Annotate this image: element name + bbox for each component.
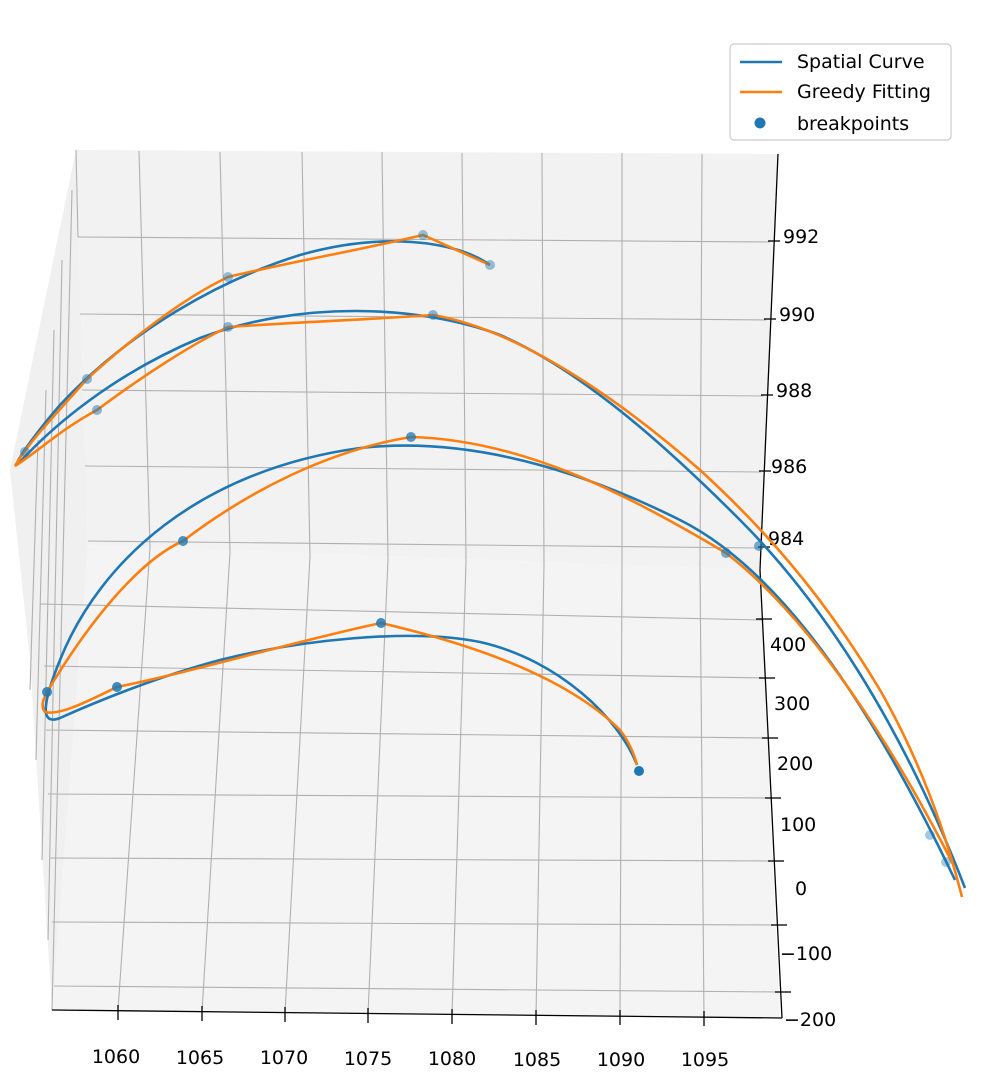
x-tick-label: 1070 (260, 1047, 308, 1069)
grid-x-floor (451, 561, 467, 1016)
z-axis-line (759, 153, 779, 571)
legend-breakpoints-swatch (754, 117, 766, 129)
z-tick-label: 992 (783, 226, 819, 248)
breakpoint-marker (223, 322, 233, 332)
breakpoint-marker (634, 766, 644, 776)
breakpoint-marker (941, 857, 951, 867)
breakpoint-marker (223, 272, 233, 282)
grid-left (51, 189, 73, 1011)
z-tick-labels: 992 990 988 986 984 (768, 226, 819, 550)
grid-y-floor (47, 793, 771, 799)
breakpoint-marker (925, 830, 935, 840)
grid-x-back (138, 150, 151, 549)
floor-pane (52, 545, 780, 1018)
grid-left (35, 389, 47, 761)
grid-x-floor (201, 551, 231, 1013)
legend-box (729, 43, 952, 141)
breakpoint-marker (42, 687, 52, 697)
grid-y-floor (39, 603, 763, 621)
breakpoint-marker (418, 230, 428, 240)
grid-y-floor (49, 857, 774, 862)
grid-z-992 (77, 236, 771, 243)
breakpoint-marker (82, 374, 92, 384)
y-tick-label: 200 (777, 753, 813, 775)
grid-x-floor (699, 567, 705, 1018)
left-pane (10, 150, 88, 1010)
breakpoint-marker (376, 618, 386, 628)
y-tick-label: 100 (780, 814, 816, 836)
z-tick-label: 984 (768, 528, 804, 550)
axes-panes (10, 150, 780, 1018)
grid-x-back (301, 151, 311, 557)
x-tick-label: 1060 (92, 1046, 140, 1068)
grid-x-floor (284, 555, 311, 1014)
tick-marks (117, 240, 791, 1026)
grid-x-back (381, 151, 389, 561)
grid-x-back (699, 153, 703, 569)
x-tick-label: 1090 (597, 1049, 645, 1071)
y-axis-line (759, 569, 783, 1019)
breakpoint-marker (406, 432, 416, 442)
x-tick-labels: 1060 1065 1070 1075 1080 1085 1090 1095 (92, 1046, 729, 1071)
grid-z-990 (79, 313, 767, 321)
breakpoint-marker (754, 541, 764, 551)
y-tick-label: 0 (795, 878, 807, 900)
x-tick-label: 1065 (176, 1047, 224, 1069)
z-tick-label: 986 (771, 456, 807, 478)
grid-x-floor (117, 547, 151, 1011)
grid-y-floor (53, 985, 780, 993)
grid-x-back (461, 152, 467, 563)
back-pane (76, 150, 778, 570)
legend-spatial-curve-label: Spatial Curve (797, 51, 925, 73)
breakpoints (20, 230, 951, 867)
x-tick-label: 1085 (513, 1049, 561, 1071)
grid-x-floor (535, 563, 545, 1017)
y-tick-label: −100 (780, 943, 832, 965)
x-tick-label: 1095 (681, 1049, 729, 1071)
breakpoint-marker (178, 536, 188, 546)
grid-y-floor (45, 729, 769, 739)
breakpoint-marker (721, 548, 731, 558)
grid-z-984 (87, 540, 761, 549)
grid-y-floor (43, 665, 766, 679)
grid-z-986 (84, 465, 762, 473)
breakpoint-marker (92, 405, 102, 415)
y-tick-label: 400 (770, 634, 806, 656)
breakpoint-marker (20, 447, 30, 457)
z-tick-label: 990 (779, 304, 815, 326)
y-tick-label: 300 (774, 693, 810, 715)
breakpoint-marker (428, 310, 438, 320)
grid-left (75, 149, 79, 238)
grid-left (29, 439, 39, 691)
x-axis-line (51, 1009, 783, 1019)
y-tick-label: −200 (784, 1009, 836, 1031)
grid-z-988 (81, 389, 764, 397)
x-tick-label: 1075 (344, 1048, 392, 1070)
legend-breakpoints-label: breakpoints (797, 113, 909, 135)
grid-y-floor (51, 921, 777, 926)
z-tick-label: 988 (776, 380, 812, 402)
y-tick-labels: 400 300 200 100 0 −100 −200 (770, 634, 836, 1031)
breakpoint-marker (485, 260, 495, 270)
legend-greedy-fitting-label: Greedy Fitting (797, 81, 931, 103)
breakpoint-marker (112, 682, 122, 692)
legend: Spatial Curve Greedy Fitting breakpoints (729, 43, 952, 141)
grid-left (47, 259, 63, 941)
axis-lines (51, 153, 783, 1019)
grid-x-floor (619, 565, 623, 1017)
x-tick-label: 1080 (428, 1048, 476, 1070)
